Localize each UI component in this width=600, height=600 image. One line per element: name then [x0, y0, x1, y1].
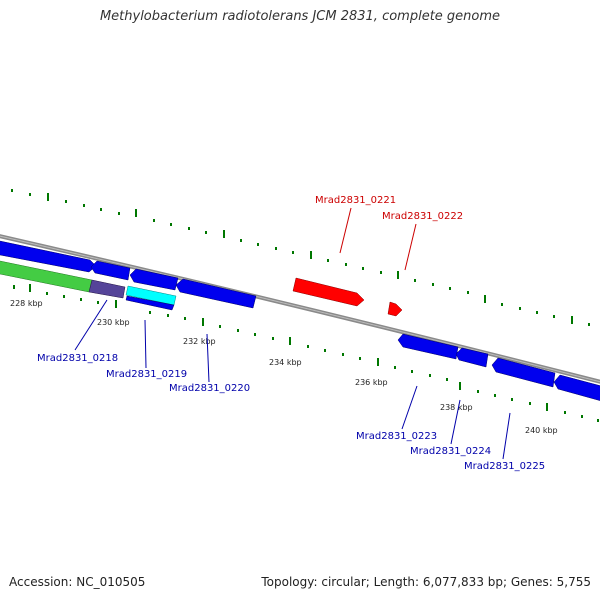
- gene-label-0223[interactable]: Mrad2831_0223: [356, 431, 437, 442]
- gene-blue-0223[interactable]: [397, 333, 459, 360]
- scale-label-236: 236 kbp: [355, 378, 388, 387]
- gene-label-0224[interactable]: Mrad2831_0224: [410, 446, 491, 457]
- gene-blue-far-right[interactable]: [553, 374, 600, 402]
- gene-label-0225[interactable]: Mrad2831_0225: [464, 461, 545, 472]
- genome-summary-text: Topology: circular; Length: 6,077,833 bp…: [261, 575, 591, 589]
- gene-label-0222[interactable]: Mrad2831_0222: [382, 211, 463, 222]
- leader-lines-reverse: [74, 299, 511, 460]
- gene-label-0218[interactable]: Mrad2831_0218: [37, 353, 118, 364]
- gene-label-0219[interactable]: Mrad2831_0219: [106, 369, 187, 380]
- gene-purple-feature[interactable]: [88, 279, 126, 299]
- gene-blue-long[interactable]: [175, 278, 257, 309]
- inner-tick-marks: [13, 284, 599, 422]
- gene-blue-small-1[interactable]: [90, 260, 131, 281]
- gene-label-0221[interactable]: Mrad2831_0221: [315, 195, 396, 206]
- scale-label-230: 230 kbp: [97, 318, 130, 327]
- scale-label-228: 228 kbp: [10, 299, 43, 308]
- scale-label-232: 232 kbp: [183, 337, 216, 346]
- accession-text: Accession: NC_010505: [9, 575, 146, 589]
- outer-tick-marks: [11, 189, 590, 326]
- gene-blue-small-2[interactable]: [129, 268, 179, 291]
- gene-label-0220[interactable]: Mrad2831_0220: [169, 383, 250, 394]
- gene-blue-under-cyan[interactable]: [125, 295, 175, 311]
- gene-blue-0225[interactable]: [491, 357, 556, 388]
- gene-red-0221[interactable]: [292, 277, 365, 307]
- gene-red-0222[interactable]: [387, 301, 403, 317]
- gene-blue-0224[interactable]: [455, 347, 489, 368]
- leader-lines-forward: [339, 207, 417, 271]
- scale-label-240: 240 kbp: [525, 426, 558, 435]
- scale-label-238: 238 kbp: [440, 403, 473, 412]
- map-title: Methylobacterium radiotolerans JCM 2831,…: [99, 9, 501, 24]
- scale-label-234: 234 kbp: [269, 358, 302, 367]
